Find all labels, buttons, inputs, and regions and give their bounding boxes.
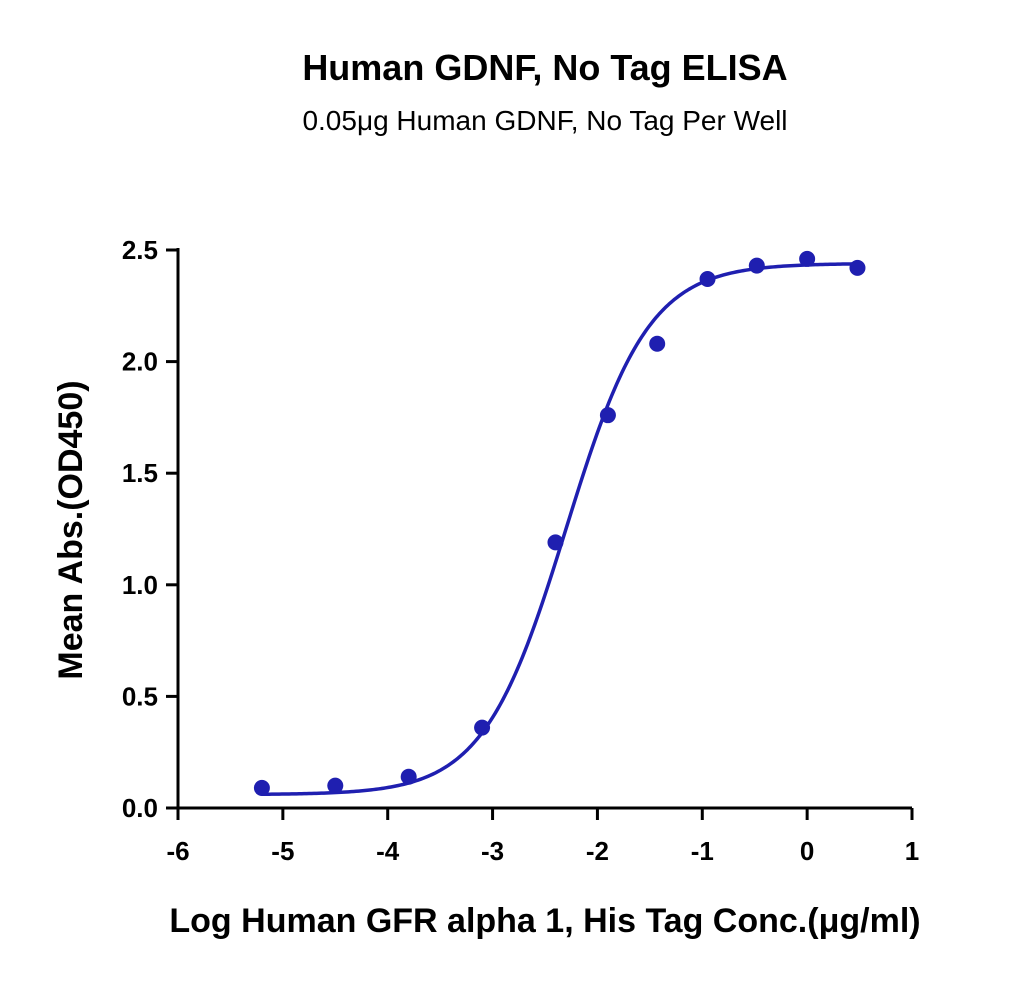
data-points bbox=[253, 250, 866, 796]
fit-curve bbox=[260, 262, 860, 797]
y-tick-label: 1.5 bbox=[122, 458, 158, 488]
x-axis-label: Log Human GFR alpha 1, His Tag Conc.(μg/… bbox=[169, 902, 920, 940]
x-tick-label: -3 bbox=[481, 836, 504, 866]
x-tick-label: 0 bbox=[800, 836, 814, 866]
y-axis-label: Mean Abs.(OD450) bbox=[52, 380, 90, 679]
axes bbox=[176, 248, 912, 810]
data-point bbox=[474, 719, 491, 736]
x-tick-label: -4 bbox=[376, 836, 400, 866]
data-point bbox=[327, 777, 344, 794]
data-point bbox=[547, 534, 564, 551]
y-tick-label: 2.5 bbox=[122, 235, 158, 265]
data-point bbox=[400, 768, 417, 785]
x-tick-label: -6 bbox=[166, 836, 189, 866]
ticks: 0.0 0.5 1.0 1.5 2.0 2.5 -6 -5 -4 -3 -2 -1 0 1 bbox=[122, 235, 919, 866]
data-point bbox=[599, 407, 616, 424]
data-point bbox=[699, 271, 716, 288]
y-tick-label: 0.5 bbox=[122, 681, 158, 711]
data-point bbox=[253, 779, 270, 796]
data-point bbox=[799, 250, 816, 267]
chart-title: Human GDNF, No Tag ELISA bbox=[302, 47, 787, 88]
x-tick-label: -2 bbox=[586, 836, 609, 866]
data-point bbox=[649, 335, 666, 352]
fit-curve-group bbox=[260, 262, 860, 797]
data-point bbox=[748, 257, 765, 274]
x-tick-label: -1 bbox=[691, 836, 714, 866]
y-tick-label: 2.0 bbox=[122, 347, 158, 377]
x-tick-label: 1 bbox=[905, 836, 919, 866]
data-point bbox=[849, 259, 866, 276]
x-tick-label: -5 bbox=[271, 836, 294, 866]
chart-subtitle: 0.05μg Human GDNF, No Tag Per Well bbox=[302, 105, 787, 136]
y-tick-label: 1.0 bbox=[122, 570, 158, 600]
y-tick-label: 0.0 bbox=[122, 793, 158, 823]
